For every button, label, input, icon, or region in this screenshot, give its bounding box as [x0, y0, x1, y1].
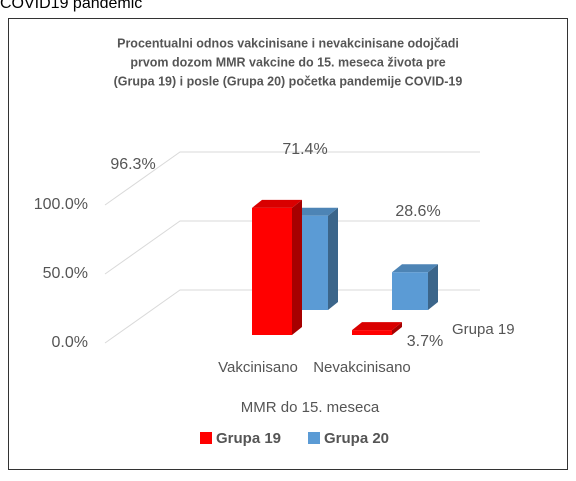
grid-line — [104, 151, 480, 206]
caption: COVID19 pandemic — [0, 0, 142, 12]
y-tick-label: 50.0% — [43, 265, 88, 282]
series-label: Grupa 19 — [452, 321, 515, 338]
data-label: 28.6% — [395, 203, 440, 220]
bar — [392, 264, 438, 310]
bar-face — [292, 207, 338, 216]
bar-face — [352, 330, 392, 335]
x-tick-label: Vakcinisano — [218, 359, 298, 376]
grid-line — [104, 220, 480, 275]
chart-title: prvom dozom MMR vakcine do 15. meseca ži… — [130, 55, 445, 69]
data-label: 71.4% — [282, 141, 327, 158]
bar-face — [328, 207, 338, 310]
bar-face — [252, 199, 302, 208]
legend-label: Grupa 19 — [216, 430, 281, 447]
legend-swatch — [308, 432, 320, 444]
legend-label: Grupa 20 — [324, 430, 389, 447]
bar — [292, 207, 338, 310]
y-tick-label: 0.0% — [52, 334, 88, 351]
bar-face — [392, 272, 428, 310]
bar-face — [352, 322, 402, 331]
bar-face — [292, 199, 302, 335]
bar-face — [252, 207, 292, 335]
grid-line — [104, 289, 480, 344]
x-tick-label: Nevakcinisano — [313, 359, 411, 376]
legend-swatch — [200, 432, 212, 444]
data-label: 96.3% — [110, 156, 155, 173]
bar — [252, 199, 302, 335]
y-tick-label: 100.0% — [34, 196, 88, 213]
bar-face — [392, 322, 402, 335]
bar — [352, 322, 402, 335]
bar-face — [428, 264, 438, 310]
chart-border — [8, 18, 568, 470]
data-label: 3.7% — [407, 333, 443, 350]
x-axis-title: MMR do 15. meseca — [241, 399, 380, 416]
bar-face — [392, 264, 438, 273]
chart-title: Procentualni odnos vakcinisane i nevakci… — [117, 36, 459, 50]
chart-title: (Grupa 19) i posle (Grupa 20) početka pa… — [114, 74, 463, 88]
